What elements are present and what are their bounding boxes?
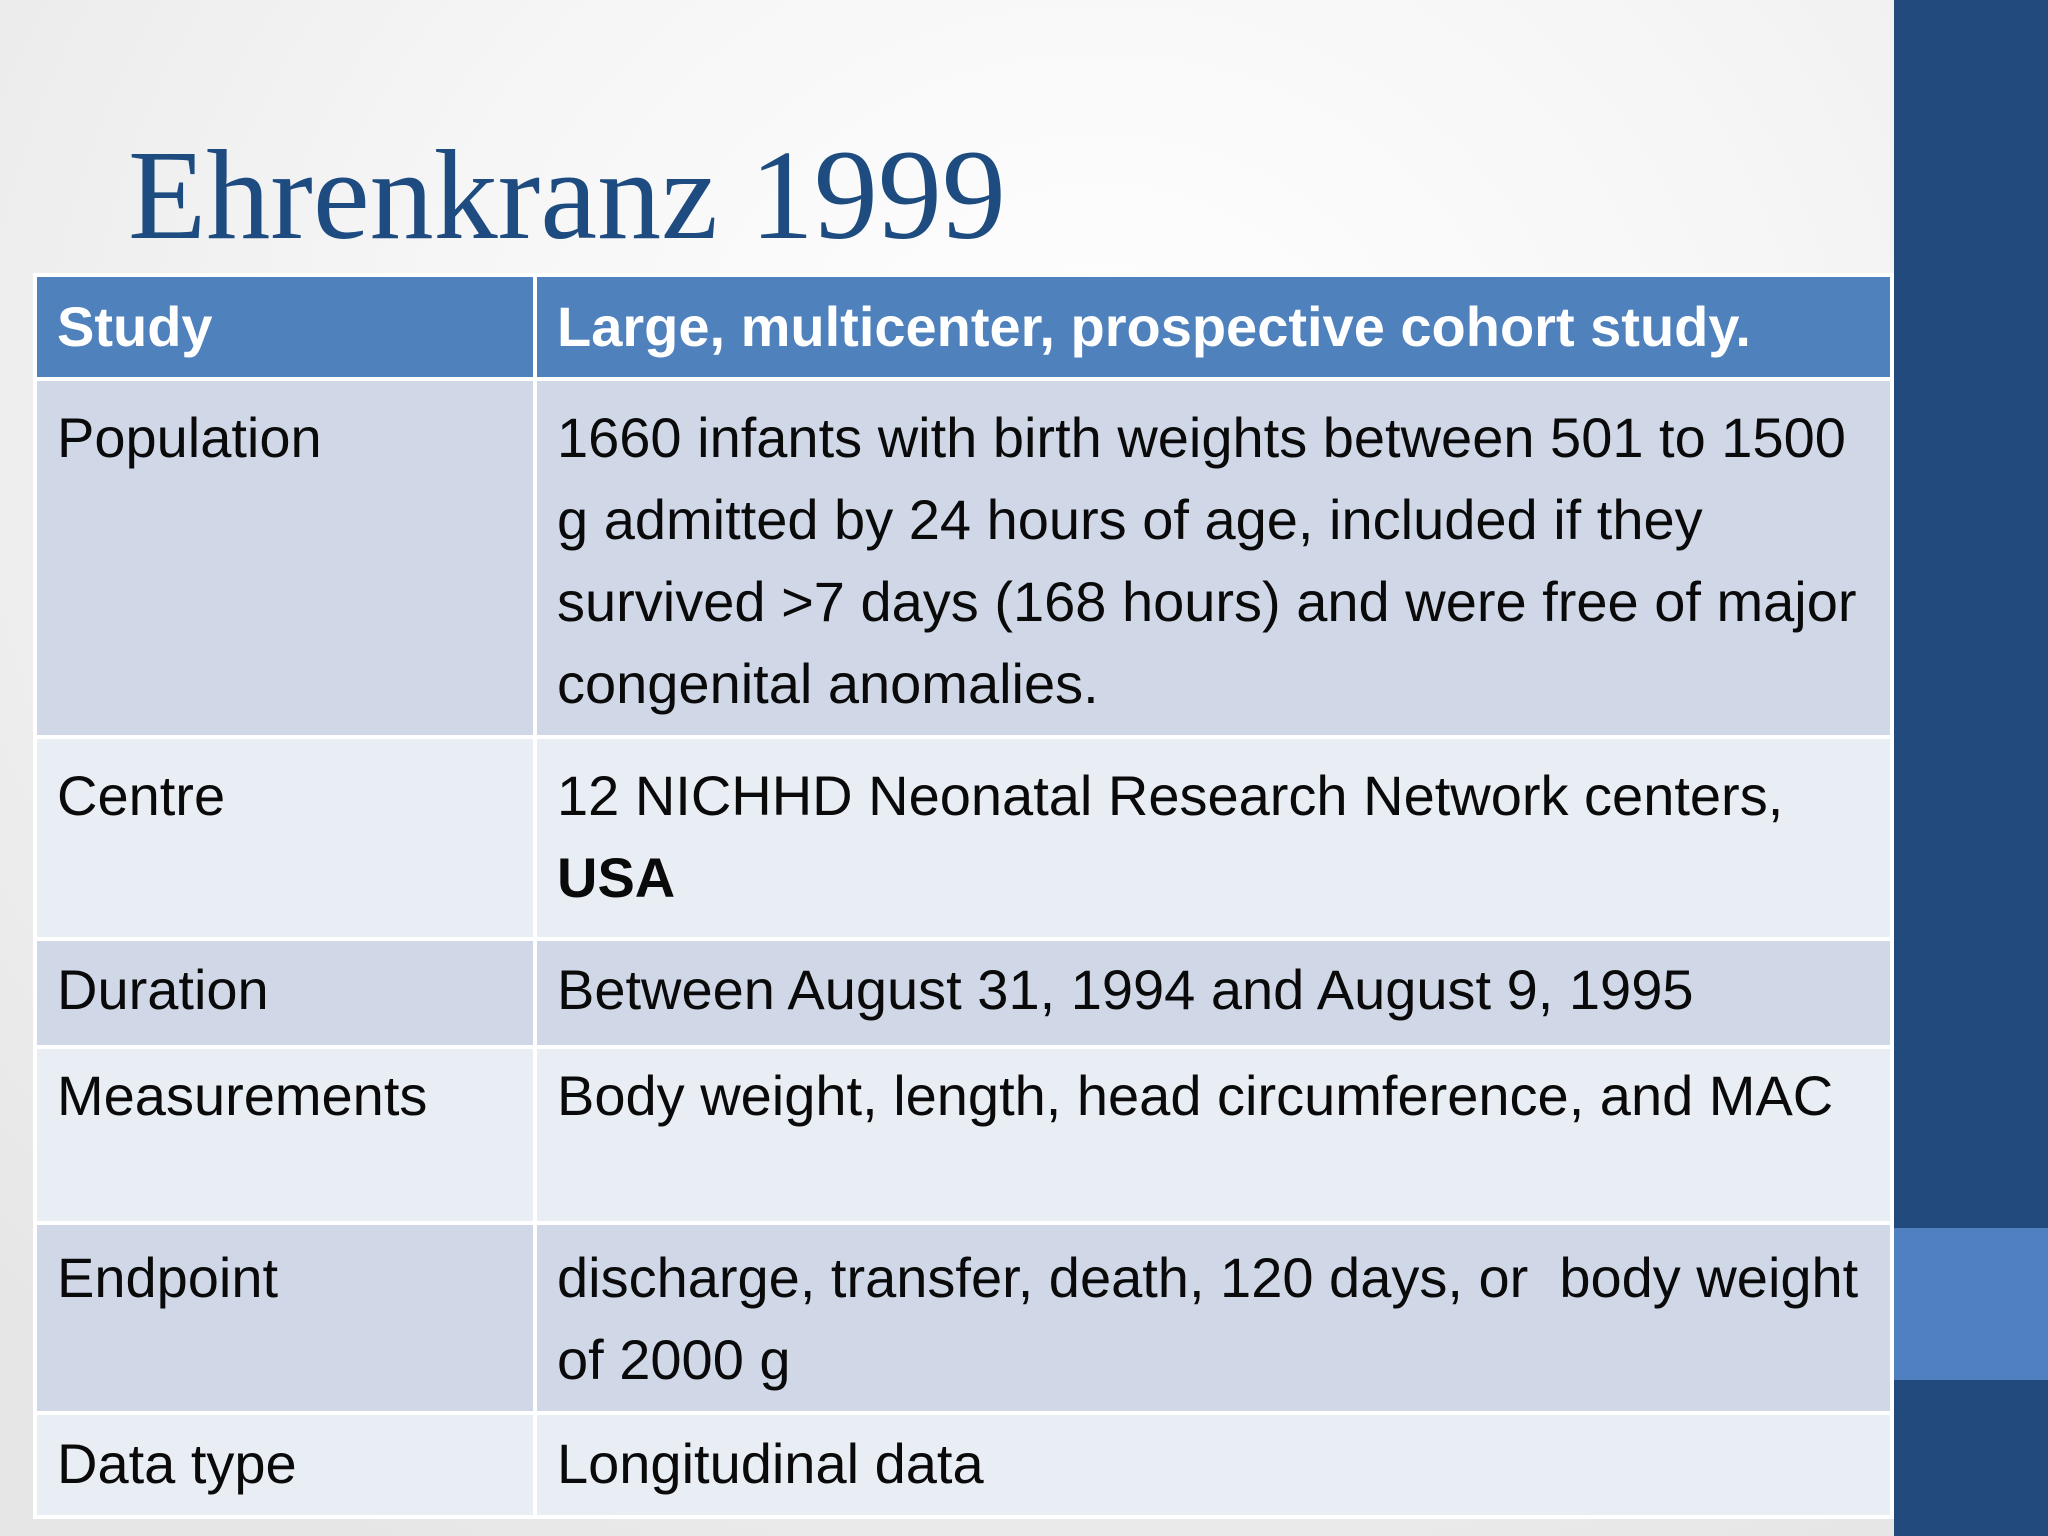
row-label-population: Population [33,377,537,739]
table-row-population: Population 1660 infants with birth weigh… [33,377,1894,739]
row-label-endpoint: Endpoint [33,1221,537,1415]
row-value-centre: 12 NICHHD Neonatal Research Network cent… [533,735,1894,941]
header-value-cell: Large, multicenter, prospective cohort s… [533,273,1894,381]
table-row-data-type: Data type Longitudinal data [33,1411,1894,1519]
centre-value-text: 12 NICHHD Neonatal Research Network cent… [557,764,1784,827]
table: Study Large, multicenter, prospective co… [33,273,1894,1519]
row-value-measurements: Body weight, length, head circumference,… [533,1045,1894,1225]
table-row-centre: Centre 12 NICHHD Neonatal Research Netwo… [33,735,1894,941]
row-label-centre: Centre [33,735,537,941]
slide-title: Ehrenkranz 1999 [128,124,1006,266]
table-row-duration: Duration Between August 31, 1994 and Aug… [33,937,1894,1049]
centre-value-country: USA [557,846,676,909]
row-value-population: 1660 infants with birth weights between … [533,377,1894,739]
row-value-data-type: Longitudinal data [533,1411,1894,1519]
header-label-cell: Study [33,273,537,381]
table-row-measurements: Measurements Body weight, length, head c… [33,1045,1894,1225]
table-header-row: Study Large, multicenter, prospective co… [33,273,1894,381]
side-decoration-accent [1894,1228,2048,1380]
row-value-duration: Between August 31, 1994 and August 9, 19… [533,937,1894,1049]
row-label-duration: Duration [33,937,537,1049]
study-summary-table: Study Large, multicenter, prospective co… [33,273,1894,1519]
row-value-endpoint: discharge, transfer, death, 120 days, or… [533,1221,1894,1415]
row-label-measurements: Measurements [33,1045,537,1225]
row-label-data-type: Data type [33,1411,537,1519]
table-row-endpoint: Endpoint discharge, transfer, death, 120… [33,1221,1894,1415]
